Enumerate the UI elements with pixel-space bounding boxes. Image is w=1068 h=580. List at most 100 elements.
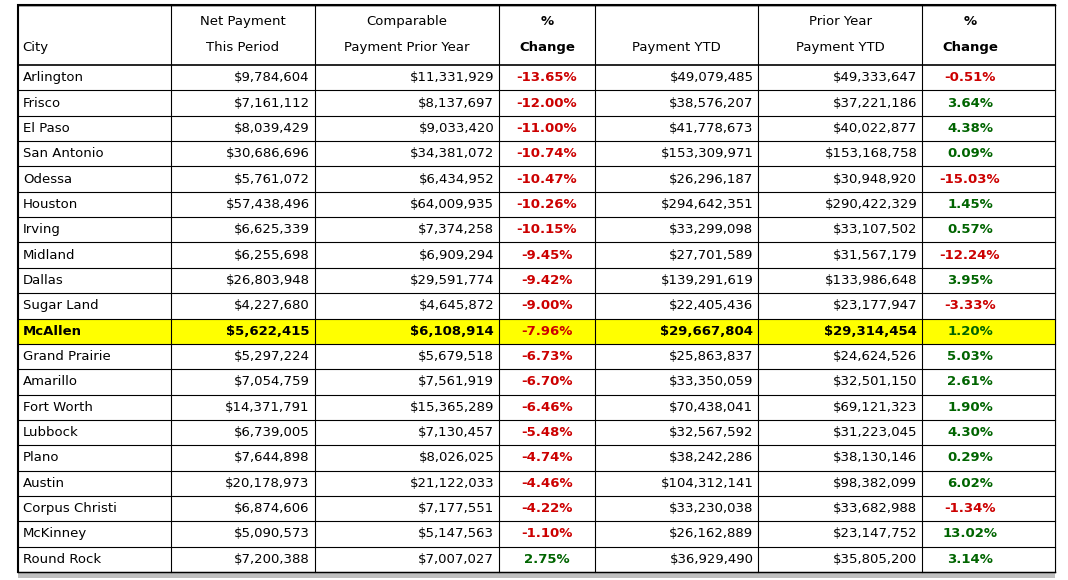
Text: $7,161,112: $7,161,112 (234, 96, 310, 110)
Text: $36,929,490: $36,929,490 (670, 553, 753, 566)
Text: $26,162,889: $26,162,889 (670, 527, 753, 541)
Text: $33,350,059: $33,350,059 (669, 375, 753, 389)
Text: -4.74%: -4.74% (521, 451, 572, 465)
Text: $6,874,606: $6,874,606 (234, 502, 310, 515)
Bar (18, 5, 1055, 65)
Text: $6,108,914: $6,108,914 (410, 325, 494, 338)
Text: $38,130,146: $38,130,146 (833, 451, 917, 465)
Text: McAllen: McAllen (23, 325, 82, 338)
Text: 6.02%: 6.02% (947, 477, 993, 490)
Text: $32,567,592: $32,567,592 (669, 426, 753, 439)
Bar (18, 572, 1055, 578)
Text: $5,147,563: $5,147,563 (419, 527, 494, 541)
Text: $290,422,329: $290,422,329 (824, 198, 917, 211)
Text: -9.00%: -9.00% (521, 299, 572, 312)
Bar (18, 318, 1055, 344)
Bar (18, 420, 1055, 445)
Text: Fort Worth: Fort Worth (23, 401, 93, 414)
Text: -5.48%: -5.48% (521, 426, 572, 439)
Text: El Paso: El Paso (23, 122, 69, 135)
Text: -11.00%: -11.00% (517, 122, 577, 135)
Text: Houston: Houston (23, 198, 78, 211)
Text: Lubbock: Lubbock (23, 426, 79, 439)
Text: $6,625,339: $6,625,339 (234, 223, 310, 236)
Text: $6,739,005: $6,739,005 (234, 426, 310, 439)
Text: $25,863,837: $25,863,837 (669, 350, 753, 363)
Text: $139,291,619: $139,291,619 (661, 274, 753, 287)
Text: $49,333,647: $49,333,647 (833, 71, 917, 84)
Text: City: City (22, 41, 48, 54)
Bar (18, 394, 1055, 420)
Text: -4.22%: -4.22% (521, 502, 572, 515)
Text: $69,121,323: $69,121,323 (833, 401, 917, 414)
Text: $8,026,025: $8,026,025 (419, 451, 494, 465)
Text: -10.15%: -10.15% (517, 223, 577, 236)
Text: -7.96%: -7.96% (521, 325, 572, 338)
Text: -1.10%: -1.10% (521, 527, 572, 541)
Text: $21,122,033: $21,122,033 (409, 477, 494, 490)
Text: $153,168,758: $153,168,758 (824, 147, 917, 160)
Text: -6.73%: -6.73% (521, 350, 572, 363)
Text: $35,805,200: $35,805,200 (833, 553, 917, 566)
Text: Net Payment: Net Payment (200, 15, 286, 28)
Text: Round Rock: Round Rock (23, 553, 101, 566)
Text: Grand Prairie: Grand Prairie (23, 350, 111, 363)
Text: $29,591,774: $29,591,774 (410, 274, 494, 287)
Text: San Antonio: San Antonio (23, 147, 104, 160)
Bar (18, 445, 1055, 470)
Bar (18, 217, 1055, 242)
Text: $33,107,502: $33,107,502 (833, 223, 917, 236)
Text: $33,682,988: $33,682,988 (833, 502, 917, 515)
Text: 2.61%: 2.61% (947, 375, 993, 389)
Bar (18, 115, 1055, 141)
Text: $4,645,872: $4,645,872 (419, 299, 494, 312)
Text: 3.14%: 3.14% (947, 553, 993, 566)
Text: 0.09%: 0.09% (947, 147, 993, 160)
Text: $5,761,072: $5,761,072 (234, 173, 310, 186)
Text: $31,223,045: $31,223,045 (833, 426, 917, 439)
Bar (18, 344, 1055, 369)
Text: Frisco: Frisco (23, 96, 61, 110)
Text: Plano: Plano (23, 451, 60, 465)
Text: $33,299,098: $33,299,098 (670, 223, 753, 236)
Text: $4,227,680: $4,227,680 (234, 299, 310, 312)
Text: -10.74%: -10.74% (517, 147, 577, 160)
Text: $7,561,919: $7,561,919 (419, 375, 494, 389)
Text: $20,178,973: $20,178,973 (225, 477, 310, 490)
Text: -10.47%: -10.47% (517, 173, 577, 186)
Text: $70,438,041: $70,438,041 (670, 401, 753, 414)
Text: $5,622,415: $5,622,415 (226, 325, 310, 338)
Text: 4.30%: 4.30% (947, 426, 993, 439)
Text: -9.45%: -9.45% (521, 249, 572, 262)
Text: Payment YTD: Payment YTD (632, 41, 721, 54)
Text: $294,642,351: $294,642,351 (661, 198, 753, 211)
Text: $32,501,150: $32,501,150 (833, 375, 917, 389)
Bar (18, 293, 1055, 318)
Bar (18, 369, 1055, 394)
Text: $6,434,952: $6,434,952 (419, 173, 494, 186)
Text: $29,314,454: $29,314,454 (824, 325, 917, 338)
Text: $26,296,187: $26,296,187 (670, 173, 753, 186)
Text: $6,255,698: $6,255,698 (234, 249, 310, 262)
Text: Arlington: Arlington (23, 71, 84, 84)
Text: This Period: This Period (206, 41, 280, 54)
Text: 3.64%: 3.64% (947, 96, 993, 110)
Text: %: % (963, 15, 976, 28)
Text: Amarillo: Amarillo (23, 375, 78, 389)
Text: 4.38%: 4.38% (947, 122, 993, 135)
Text: $23,177,947: $23,177,947 (833, 299, 917, 312)
Text: $38,242,286: $38,242,286 (670, 451, 753, 465)
Text: $29,667,804: $29,667,804 (660, 325, 753, 338)
Text: Midland: Midland (23, 249, 76, 262)
Bar (18, 521, 1055, 546)
Text: $24,624,526: $24,624,526 (833, 350, 917, 363)
Bar (18, 547, 1055, 572)
Text: -4.46%: -4.46% (521, 477, 572, 490)
Text: $153,309,971: $153,309,971 (660, 147, 753, 160)
Text: 1.45%: 1.45% (947, 198, 993, 211)
Text: -12.24%: -12.24% (940, 249, 1001, 262)
Text: $33,230,038: $33,230,038 (669, 502, 753, 515)
Text: $7,130,457: $7,130,457 (419, 426, 494, 439)
Bar (18, 470, 1055, 496)
Text: $22,405,436: $22,405,436 (670, 299, 753, 312)
